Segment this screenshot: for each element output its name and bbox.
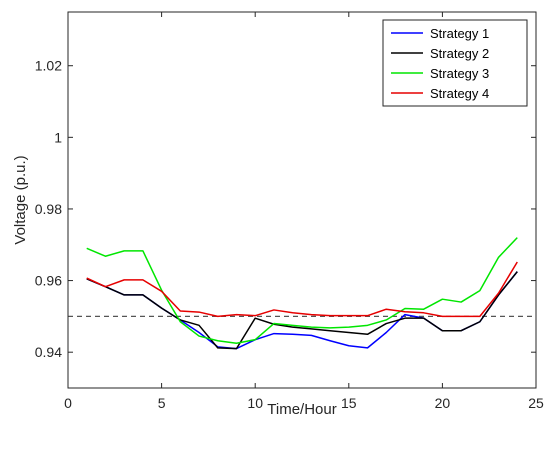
y-tick-label: 1	[54, 129, 62, 145]
legend-label-strategy-2: Strategy 2	[430, 46, 489, 61]
x-tick-label: 10	[247, 395, 263, 411]
axes-box	[67, 11, 537, 389]
y-tick-label: 1.02	[35, 58, 62, 74]
y-tick-label: 0.94	[35, 344, 62, 360]
y-tick-label: 0.98	[35, 201, 62, 217]
plot-area	[68, 237, 536, 350]
x-tick-label: 20	[435, 395, 451, 411]
legend-label-strategy-4: Strategy 4	[430, 86, 489, 101]
series-line-strategy-3	[86, 237, 518, 344]
series-line-strategy-2	[86, 271, 518, 350]
axes: 0 5 10 15 20 25 0.94 0.96 0.98 1 1.02	[35, 11, 544, 411]
x-tick-label: 15	[341, 395, 357, 411]
legend-label-strategy-1: Strategy 1	[430, 26, 489, 41]
legend: Strategy 1 Strategy 2 Strategy 3 Strategy 4	[382, 19, 528, 107]
legend-box	[382, 19, 528, 107]
y-axis-label: Voltage (p.u.)	[12, 155, 29, 244]
x-tick-label: 0	[64, 395, 72, 411]
legend-label-strategy-3: Strategy 3	[430, 66, 489, 81]
x-tick-label: 25	[528, 395, 544, 411]
series-line-strategy-4	[86, 261, 518, 318]
x-tick-label: 5	[158, 395, 166, 411]
x-axis-label: Time/Hour	[267, 401, 336, 418]
y-tick-label: 0.96	[35, 273, 62, 289]
